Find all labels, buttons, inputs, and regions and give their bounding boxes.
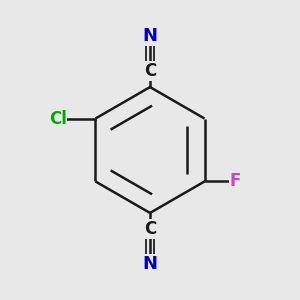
Text: N: N: [142, 255, 158, 273]
Text: C: C: [144, 220, 156, 238]
Text: N: N: [142, 27, 158, 45]
Text: F: F: [230, 172, 241, 190]
Text: Cl: Cl: [49, 110, 67, 128]
Text: C: C: [144, 62, 156, 80]
